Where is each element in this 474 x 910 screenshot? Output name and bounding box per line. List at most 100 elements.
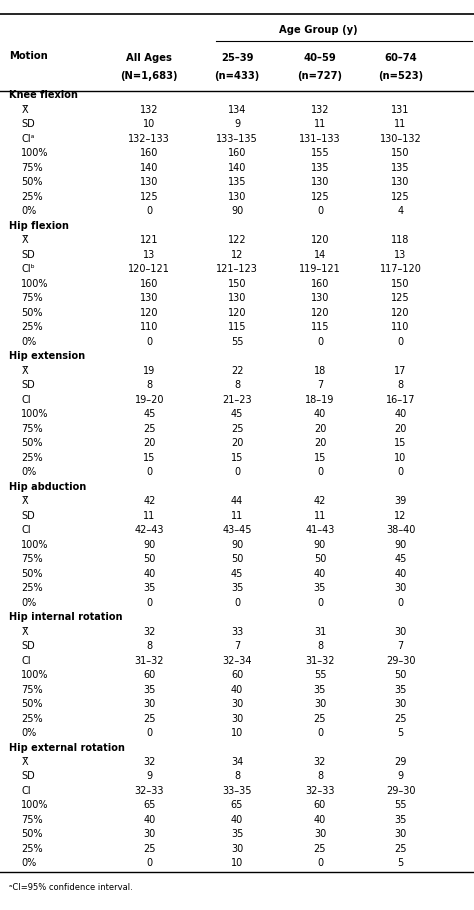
- Text: 134: 134: [228, 105, 246, 115]
- Text: 35: 35: [394, 815, 407, 825]
- Text: 19–20: 19–20: [135, 395, 164, 405]
- Text: 115: 115: [228, 322, 246, 332]
- Text: 30: 30: [394, 830, 407, 839]
- Text: 155: 155: [310, 148, 329, 158]
- Text: 25%: 25%: [21, 192, 43, 202]
- Text: 38–40: 38–40: [386, 525, 415, 535]
- Text: 120: 120: [310, 308, 329, 318]
- Text: 30: 30: [231, 699, 243, 709]
- Text: Age Group (y): Age Group (y): [280, 25, 358, 35]
- Text: 32–34: 32–34: [222, 655, 252, 665]
- Text: 0: 0: [398, 467, 403, 477]
- Text: 10: 10: [231, 728, 243, 738]
- Text: 40: 40: [143, 815, 155, 825]
- Text: 25: 25: [314, 713, 326, 723]
- Text: 90: 90: [394, 540, 407, 550]
- Text: 0%: 0%: [21, 728, 36, 738]
- Text: 17: 17: [394, 366, 407, 376]
- Text: 10: 10: [394, 452, 407, 462]
- Text: 119–121: 119–121: [299, 264, 341, 274]
- Text: 35: 35: [314, 684, 326, 694]
- Text: 50: 50: [231, 554, 243, 564]
- Text: Hip external rotation: Hip external rotation: [9, 743, 125, 753]
- Text: 0%: 0%: [21, 858, 36, 868]
- Text: 110: 110: [392, 322, 410, 332]
- Text: 0: 0: [146, 207, 152, 217]
- Text: 125: 125: [391, 293, 410, 303]
- Text: 0: 0: [234, 598, 240, 608]
- Text: 65: 65: [231, 801, 243, 811]
- Text: SD: SD: [21, 380, 35, 390]
- Text: 130: 130: [140, 293, 158, 303]
- Text: Hip abduction: Hip abduction: [9, 481, 87, 491]
- Text: 100%: 100%: [21, 148, 49, 158]
- Text: 75%: 75%: [21, 293, 43, 303]
- Text: 135: 135: [391, 163, 410, 173]
- Text: 32–33: 32–33: [305, 786, 335, 796]
- Text: 15: 15: [394, 439, 407, 448]
- Text: 30: 30: [394, 627, 407, 637]
- Text: 140: 140: [140, 163, 158, 173]
- Text: 4: 4: [398, 207, 403, 217]
- Text: 50: 50: [394, 670, 407, 680]
- Text: CI: CI: [21, 525, 31, 535]
- Text: 60: 60: [231, 670, 243, 680]
- Text: 121–123: 121–123: [216, 264, 258, 274]
- Text: 135: 135: [228, 177, 246, 187]
- Text: 18: 18: [314, 366, 326, 376]
- Text: Hip flexion: Hip flexion: [9, 221, 69, 231]
- Text: 29–30: 29–30: [386, 655, 415, 665]
- Text: 39: 39: [394, 496, 407, 506]
- Text: 90: 90: [231, 207, 243, 217]
- Text: 42: 42: [314, 496, 326, 506]
- Text: 11: 11: [231, 511, 243, 521]
- Text: (n=433): (n=433): [214, 71, 260, 81]
- Text: 31–32: 31–32: [305, 655, 335, 665]
- Text: Hip extension: Hip extension: [9, 351, 86, 361]
- Text: 90: 90: [143, 540, 155, 550]
- Text: CI: CI: [21, 395, 31, 405]
- Text: 45: 45: [394, 554, 407, 564]
- Text: 150: 150: [391, 148, 410, 158]
- Text: 11: 11: [314, 511, 326, 521]
- Text: 133–135: 133–135: [216, 134, 258, 144]
- Text: 75%: 75%: [21, 424, 43, 434]
- Text: 25%: 25%: [21, 452, 43, 462]
- Text: 7: 7: [397, 641, 404, 651]
- Text: 41–43: 41–43: [305, 525, 335, 535]
- Text: 40: 40: [314, 410, 326, 420]
- Text: 29–30: 29–30: [386, 786, 415, 796]
- Text: 33: 33: [231, 627, 243, 637]
- Text: 30: 30: [314, 830, 326, 839]
- Text: 34: 34: [231, 757, 243, 767]
- Text: 0%: 0%: [21, 337, 36, 347]
- Text: 0: 0: [146, 337, 152, 347]
- Text: 35: 35: [143, 684, 155, 694]
- Text: 22: 22: [231, 366, 243, 376]
- Text: 20: 20: [143, 439, 155, 448]
- Text: 125: 125: [310, 192, 329, 202]
- Text: Hip internal rotation: Hip internal rotation: [9, 612, 123, 622]
- Text: 130: 130: [140, 177, 158, 187]
- Text: 75%: 75%: [21, 554, 43, 564]
- Text: 43–45: 43–45: [222, 525, 252, 535]
- Text: CI: CI: [21, 655, 31, 665]
- Text: 121: 121: [140, 236, 159, 246]
- Text: 13: 13: [394, 249, 407, 259]
- Text: 30: 30: [394, 583, 407, 593]
- Text: X̅: X̅: [21, 627, 28, 637]
- Text: 12: 12: [394, 511, 407, 521]
- Text: 0: 0: [146, 728, 152, 738]
- Text: 25%: 25%: [21, 844, 43, 854]
- Text: 40: 40: [231, 815, 243, 825]
- Text: 8: 8: [234, 772, 240, 782]
- Text: 32–33: 32–33: [135, 786, 164, 796]
- Text: 132: 132: [310, 105, 329, 115]
- Text: X̅: X̅: [21, 105, 28, 115]
- Text: 40: 40: [394, 410, 407, 420]
- Text: SD: SD: [21, 249, 35, 259]
- Text: 25: 25: [143, 713, 155, 723]
- Text: SD: SD: [21, 119, 35, 129]
- Text: 33–35: 33–35: [222, 786, 252, 796]
- Text: 30: 30: [394, 699, 407, 709]
